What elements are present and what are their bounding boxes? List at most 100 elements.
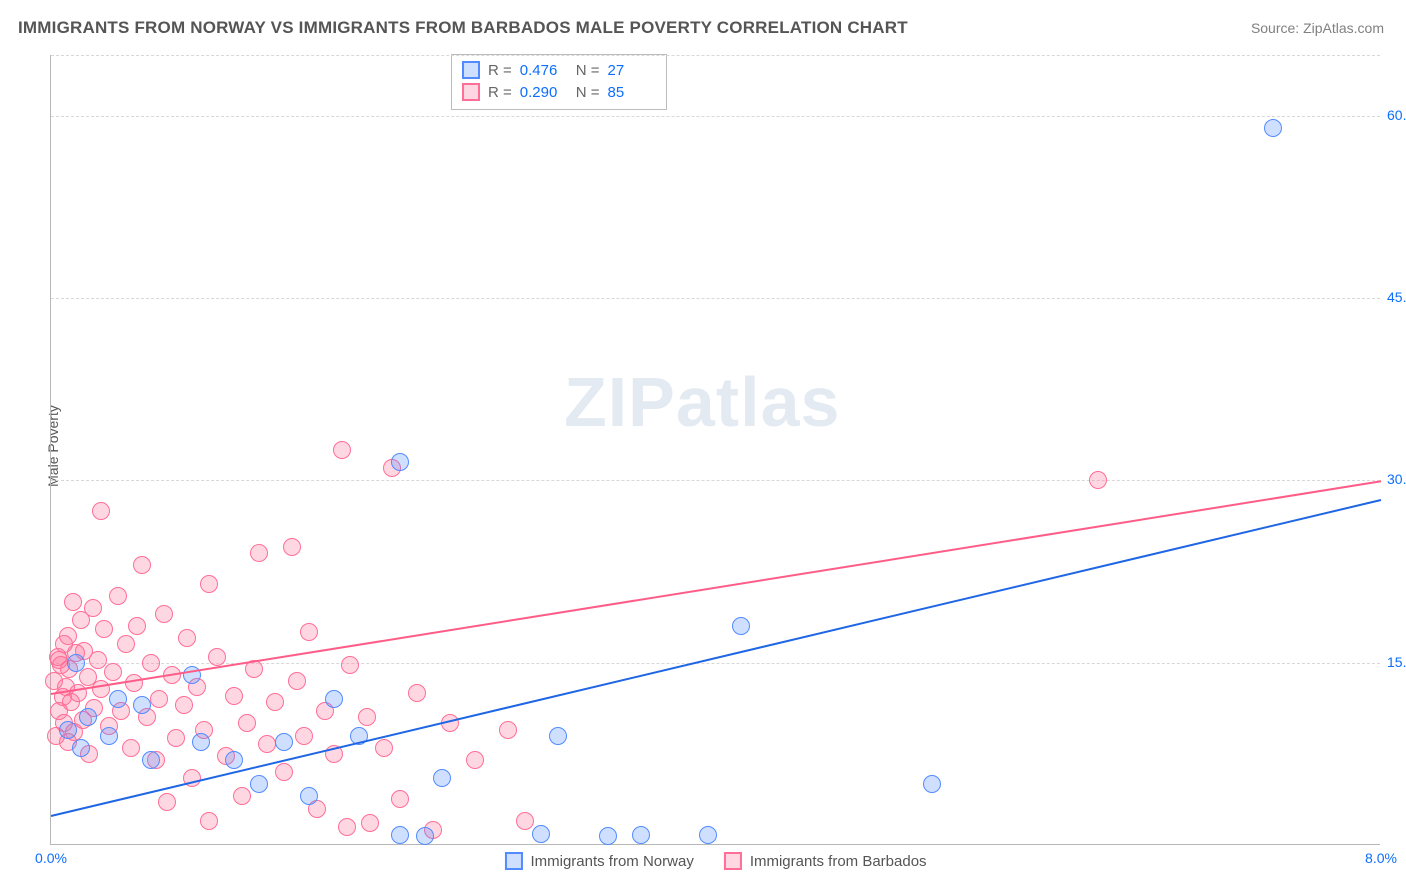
data-point-barbados — [178, 629, 196, 647]
data-point-barbados — [84, 599, 102, 617]
data-point-barbados — [499, 721, 517, 739]
data-point-barbados — [109, 587, 127, 605]
data-point-barbados — [341, 656, 359, 674]
data-point-barbados — [266, 693, 284, 711]
data-point-norway — [59, 721, 77, 739]
data-point-barbados — [466, 751, 484, 769]
data-point-barbados — [250, 544, 268, 562]
data-point-norway — [1264, 119, 1282, 137]
gridline — [51, 116, 1380, 117]
data-point-barbados — [208, 648, 226, 666]
data-point-barbados — [142, 654, 160, 672]
swatch-norway — [462, 61, 480, 79]
r-label: R = — [488, 84, 512, 101]
data-point-barbados — [92, 502, 110, 520]
data-point-barbados — [104, 663, 122, 681]
source-attribution: Source: ZipAtlas.com — [1251, 20, 1384, 36]
data-point-norway — [192, 733, 210, 751]
norway-n-value: 27 — [608, 62, 656, 79]
data-point-norway — [923, 775, 941, 793]
data-point-barbados — [95, 620, 113, 638]
data-point-norway — [300, 787, 318, 805]
chart-title: IMMIGRANTS FROM NORWAY VS IMMIGRANTS FRO… — [18, 18, 908, 38]
barbados-n-value: 85 — [608, 84, 656, 101]
barbados-r-value: 0.290 — [520, 84, 568, 101]
data-point-barbados — [233, 787, 251, 805]
gridline — [51, 298, 1380, 299]
data-point-barbados — [167, 729, 185, 747]
n-label: N = — [576, 84, 600, 101]
legend-swatch-barbados — [724, 852, 742, 870]
data-point-norway — [325, 690, 343, 708]
data-point-norway — [599, 827, 617, 845]
gridline — [51, 55, 1380, 56]
data-point-norway — [225, 751, 243, 769]
data-point-barbados — [275, 763, 293, 781]
data-point-barbados — [155, 605, 173, 623]
data-point-barbados — [391, 790, 409, 808]
r-label: R = — [488, 62, 512, 79]
data-point-barbados — [125, 674, 143, 692]
legend-bottom: Immigrants from Norway Immigrants from B… — [504, 852, 926, 870]
trendline-norway — [51, 499, 1381, 817]
y-tick-label: 15.0% — [1387, 654, 1406, 670]
data-point-barbados — [358, 708, 376, 726]
data-point-norway — [100, 727, 118, 745]
data-point-norway — [532, 825, 550, 843]
data-point-barbados — [516, 812, 534, 830]
data-point-norway — [109, 690, 127, 708]
data-point-barbados — [1089, 471, 1107, 489]
data-point-barbados — [258, 735, 276, 753]
legend-item-barbados: Immigrants from Barbados — [724, 852, 927, 870]
legend-item-norway: Immigrants from Norway — [504, 852, 693, 870]
watermark: ZIPatlas — [564, 362, 840, 442]
data-point-barbados — [158, 793, 176, 811]
data-point-norway — [416, 827, 434, 845]
data-point-barbados — [283, 538, 301, 556]
data-point-norway — [549, 727, 567, 745]
data-point-norway — [142, 751, 160, 769]
y-tick-label: 30.0% — [1387, 471, 1406, 487]
legend-label-norway: Immigrants from Norway — [530, 853, 693, 870]
data-point-norway — [79, 708, 97, 726]
data-point-barbados — [59, 627, 77, 645]
legend-swatch-norway — [504, 852, 522, 870]
watermark-zip: ZIP — [564, 363, 676, 441]
data-point-barbados — [300, 623, 318, 641]
data-point-norway — [250, 775, 268, 793]
data-point-barbados — [408, 684, 426, 702]
data-point-norway — [72, 739, 90, 757]
data-point-norway — [632, 826, 650, 844]
data-point-norway — [391, 826, 409, 844]
norway-r-value: 0.476 — [520, 62, 568, 79]
data-point-barbados — [50, 651, 68, 669]
data-point-norway — [732, 617, 750, 635]
data-point-barbados — [238, 714, 256, 732]
data-point-barbados — [64, 593, 82, 611]
stats-row-barbados: R = 0.290 N = 85 — [462, 81, 656, 103]
data-point-barbados — [150, 690, 168, 708]
data-point-barbados — [122, 739, 140, 757]
x-tick-label: 8.0% — [1365, 850, 1397, 866]
stats-legend-box: R = 0.476 N = 27 R = 0.290 N = 85 — [451, 54, 667, 110]
data-point-barbados — [133, 556, 151, 574]
stats-row-norway: R = 0.476 N = 27 — [462, 59, 656, 81]
swatch-barbados — [462, 83, 480, 101]
data-point-barbados — [375, 739, 393, 757]
plot-area: ZIPatlas R = 0.476 N = 27 R = 0.290 N = … — [50, 55, 1380, 845]
data-point-norway — [67, 654, 85, 672]
data-point-barbados — [225, 687, 243, 705]
data-point-barbados — [200, 575, 218, 593]
data-point-norway — [699, 826, 717, 844]
n-label: N = — [576, 62, 600, 79]
data-point-norway — [275, 733, 293, 751]
x-tick-label: 0.0% — [35, 850, 67, 866]
data-point-barbados — [89, 651, 107, 669]
y-tick-label: 45.0% — [1387, 289, 1406, 305]
data-point-barbados — [288, 672, 306, 690]
data-point-barbados — [128, 617, 146, 635]
data-point-barbados — [361, 814, 379, 832]
gridline — [51, 480, 1380, 481]
data-point-norway — [391, 453, 409, 471]
data-point-barbados — [333, 441, 351, 459]
